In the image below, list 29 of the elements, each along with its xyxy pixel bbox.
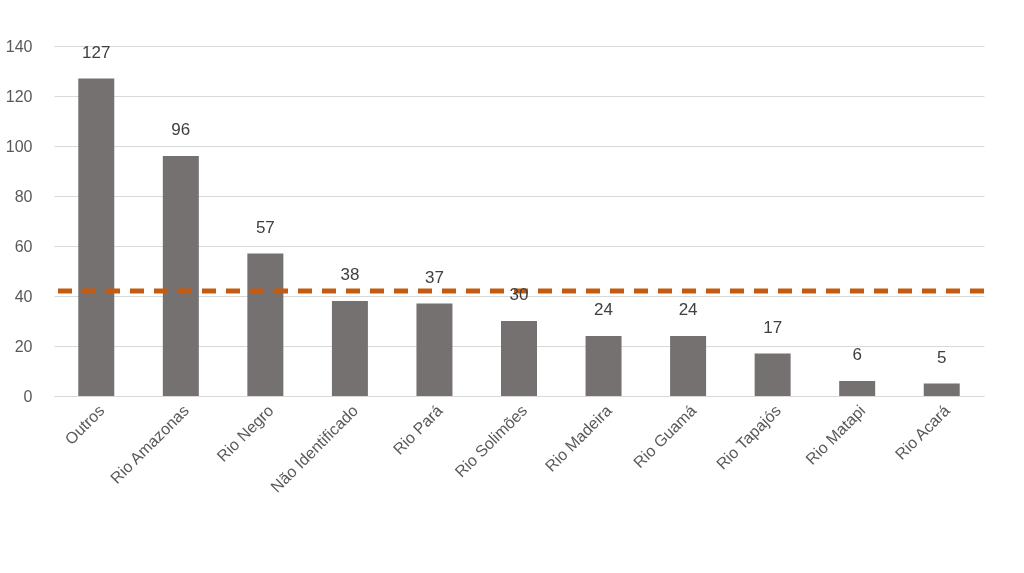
- bar: [247, 253, 284, 396]
- data-label: 96: [171, 120, 191, 139]
- data-label: 37: [424, 267, 444, 287]
- y-tick-label: 60: [14, 237, 33, 255]
- data-label: 57: [255, 217, 275, 237]
- bar: [839, 381, 876, 396]
- bar: [923, 383, 960, 396]
- bar: [501, 321, 537, 396]
- bar: [585, 336, 622, 396]
- data-label: 24: [594, 300, 614, 319]
- bar: [331, 301, 368, 396]
- y-tick-label: 80: [14, 187, 33, 205]
- data-label: 6: [852, 345, 862, 364]
- y-tick-label: 40: [14, 287, 33, 305]
- data-label: 127: [82, 42, 111, 62]
- data-label: 38: [340, 265, 360, 284]
- y-tick-label: 0: [23, 387, 33, 405]
- y-tick-label: 140: [5, 37, 33, 55]
- y-tick-label: 100: [5, 137, 33, 155]
- data-label: 5: [936, 347, 947, 367]
- bar: [754, 353, 791, 396]
- data-label: 17: [763, 317, 783, 337]
- y-tick-label: 120: [5, 87, 33, 105]
- bar: [162, 156, 199, 396]
- bar: [78, 78, 115, 396]
- data-label: 24: [678, 300, 698, 319]
- bar: [670, 336, 707, 396]
- y-tick-label: 20: [14, 337, 33, 355]
- bar: [416, 303, 453, 396]
